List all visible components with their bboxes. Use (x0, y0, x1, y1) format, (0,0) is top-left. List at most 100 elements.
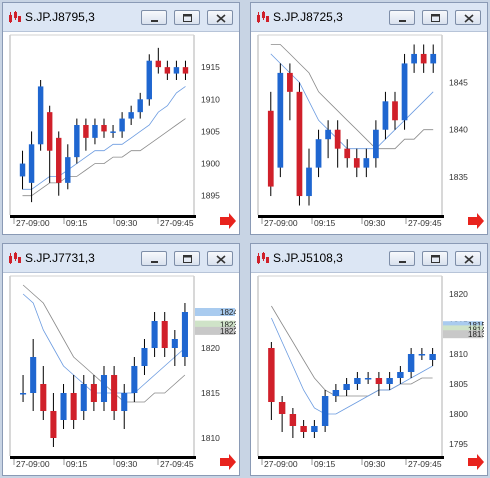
candle-up (65, 157, 71, 183)
candle-up (119, 118, 125, 132)
candle-down (83, 125, 89, 138)
candle-down (353, 158, 360, 168)
scroll-right-arrow-icon[interactable] (220, 454, 236, 470)
moving-average-slow-line (271, 305, 433, 397)
candle-up (315, 139, 322, 168)
close-icon (216, 14, 226, 23)
y-tick-label: 1840 (449, 125, 468, 135)
chart-window-4[interactable]: S.JP.J5108,3 182018151810180518001795181… (250, 243, 488, 476)
window-titlebar[interactable]: S.JP.J7731,3 (3, 244, 239, 273)
price-marker-label: 1823 (220, 321, 236, 330)
restore-icon (183, 255, 192, 263)
x-tick-label: 27-09:45 (160, 459, 194, 469)
window-titlebar[interactable]: S.JP.J8795,3 (3, 3, 239, 32)
x-tick-label: 09:15 (66, 459, 88, 469)
scroll-right-arrow-icon[interactable] (468, 213, 484, 229)
price-marker-label: 1822 (220, 327, 236, 336)
window-title: S.JP.J8725,3 (273, 10, 343, 24)
minimize-button[interactable] (141, 251, 167, 266)
candle-up (430, 53, 437, 64)
scroll-right-arrow-icon[interactable] (468, 454, 484, 470)
price-marker-label: 1814 (468, 325, 484, 334)
chart-window-1[interactable]: S.JP.J8795,3 1915 1910 1905 1900 1895 27-09:0… (2, 2, 240, 235)
candle-up (19, 163, 26, 177)
candle-up (181, 312, 188, 357)
minimize-button[interactable] (389, 10, 415, 25)
candle-up (74, 125, 80, 158)
candle-down (56, 137, 62, 183)
x-tick-label: 09:30 (116, 459, 138, 469)
candle-up (128, 112, 134, 119)
chart-window-2[interactable]: S.JP.J8725,3 1845 1840 1835 27-09:00 09:15 09… (250, 2, 488, 235)
candlestick-chart[interactable]: 1915 1910 1905 1900 1895 27-09:00 09:15 09:30 27… (8, 33, 236, 229)
y-tick-label: 1795 (449, 439, 468, 449)
restore-button[interactable] (422, 10, 448, 25)
close-button[interactable] (455, 10, 481, 25)
candlestick-chart-icon (256, 251, 270, 265)
candle-up (411, 53, 417, 64)
window-titlebar[interactable]: S.JP.J5108,3 (251, 244, 487, 273)
scroll-right-arrow-icon[interactable] (220, 213, 236, 229)
close-button[interactable] (207, 251, 233, 266)
candle-up (325, 129, 331, 140)
candle-up (382, 101, 389, 130)
candle-up (30, 357, 37, 393)
candle-up (171, 339, 178, 348)
restore-button[interactable] (174, 251, 200, 266)
restore-icon (431, 255, 440, 263)
y-tick-label: 1905 (201, 126, 220, 136)
candlestick-chart-icon (256, 10, 270, 24)
candle-down (375, 378, 383, 384)
candle-up (20, 393, 27, 395)
candle-up (418, 354, 426, 356)
minimize-icon (151, 261, 158, 263)
x-tick-label: 27-09:45 (160, 218, 194, 228)
candlestick-chart-icon (8, 10, 22, 24)
candle-up (37, 86, 44, 145)
chart-window-3[interactable]: S.JP.J7731,3 1820 1815 1810 1824 1823 1822 27-… (2, 243, 240, 476)
candle-up (386, 378, 393, 384)
candle-down (161, 321, 168, 348)
candle-up (28, 144, 35, 183)
x-tick-label: 27-09:00 (264, 218, 298, 228)
window-title: S.JP.J5108,3 (273, 251, 343, 265)
minimize-button[interactable] (141, 10, 167, 25)
minimize-button[interactable] (389, 251, 415, 266)
price-marker (195, 308, 235, 316)
candlestick-chart[interactable]: 18201815181018051800179518151814181327-0… (256, 274, 484, 470)
candle-up (401, 63, 408, 121)
restore-button[interactable] (422, 251, 448, 266)
moving-average-fast-line (271, 317, 433, 415)
moving-average-fast-line (270, 53, 434, 150)
candlestick-chart[interactable]: 1845 1840 1835 27-09:00 09:15 09:30 27-09:45 (256, 33, 484, 229)
close-button[interactable] (207, 10, 233, 25)
window-titlebar[interactable]: S.JP.J8725,3 (251, 3, 487, 32)
candle-down (420, 53, 427, 64)
candlestick-chart-icon (8, 251, 22, 265)
candle-down (278, 402, 286, 414)
candle-down (287, 72, 293, 92)
y-tick-label: 1910 (201, 94, 220, 104)
candle-up (364, 378, 372, 380)
price-marker (443, 330, 483, 339)
candle-down (296, 91, 303, 197)
candle-up (121, 393, 128, 411)
moving-average-slow-line (22, 118, 186, 197)
candle-up (80, 384, 87, 411)
x-axis-bar (258, 215, 444, 218)
candle-down (392, 101, 398, 121)
x-tick-label: 27-09:00 (16, 459, 50, 469)
y-tick-label: 1815 (201, 388, 220, 398)
candle-up (137, 99, 143, 113)
candle-up (110, 131, 116, 133)
candle-up (343, 384, 350, 390)
close-button[interactable] (455, 251, 481, 266)
candlestick-chart[interactable]: 1820 1815 1810 1824 1823 1822 27-09:00 09:15 09:… (8, 274, 236, 470)
candle-up (306, 167, 312, 197)
candle-down (164, 67, 171, 74)
candle-down (300, 426, 307, 432)
restore-button[interactable] (174, 10, 200, 25)
close-icon (464, 14, 474, 23)
scroll-right-arrow-shape (220, 454, 236, 470)
y-tick-label: 1800 (449, 409, 468, 419)
